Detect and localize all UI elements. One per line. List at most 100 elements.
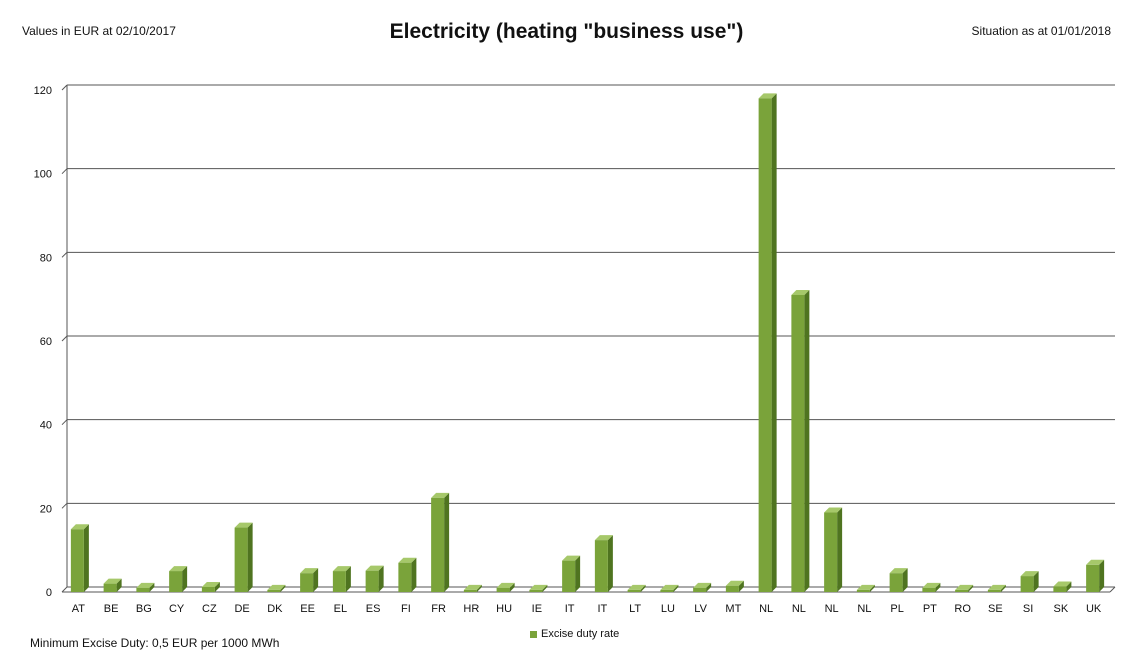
bar-top xyxy=(856,584,875,590)
bar-side xyxy=(640,584,646,592)
bar xyxy=(431,492,450,592)
bar-front xyxy=(332,571,346,592)
bar-side xyxy=(476,584,482,592)
bar-top xyxy=(103,578,122,584)
bar-top xyxy=(693,582,712,588)
gridline-depth xyxy=(61,586,68,593)
bar-side xyxy=(738,580,744,592)
bar-side xyxy=(247,522,253,592)
bar-top xyxy=(824,507,843,513)
x-tick-label: SI xyxy=(1023,603,1033,615)
bar-top xyxy=(169,566,188,572)
bar-front xyxy=(300,573,314,592)
bar xyxy=(529,584,548,592)
bar-front xyxy=(562,560,576,592)
bar-side xyxy=(116,578,122,592)
bar-side xyxy=(837,507,843,592)
bar xyxy=(987,584,1006,592)
bar xyxy=(365,565,384,592)
bar-front xyxy=(70,529,84,592)
bar-front xyxy=(529,589,543,592)
x-tick-label: EL xyxy=(334,603,347,615)
gridline-depth xyxy=(61,419,68,426)
situation-note: Situation as at 01/01/2018 xyxy=(971,24,1111,38)
x-tick-label: BE xyxy=(104,603,119,615)
gridline-depth xyxy=(61,335,68,342)
x-tick-label: LT xyxy=(629,603,641,615)
x-tick-label: HR xyxy=(463,603,479,615)
bar-side xyxy=(280,584,286,592)
bar xyxy=(300,568,319,592)
x-axis-ticks: AT BE BG CY CZ DE DK EE EL ES FI FR HR HU IE IT IT LT LU LV… xyxy=(72,603,1102,615)
x-tick-label: NL xyxy=(759,603,773,615)
bar xyxy=(1086,559,1105,592)
x-tick-label: PL xyxy=(890,603,903,615)
bar-side xyxy=(149,582,155,592)
bar xyxy=(824,507,843,592)
bar xyxy=(169,566,188,592)
bar xyxy=(758,93,777,592)
bar xyxy=(398,557,417,592)
bar-top xyxy=(529,584,548,590)
bar-top xyxy=(660,584,679,590)
x-tick-label: FI xyxy=(401,603,411,615)
bar-front xyxy=(758,98,772,592)
bar-front xyxy=(169,571,183,592)
bar-front xyxy=(889,573,903,592)
bar-top xyxy=(1086,559,1105,565)
bar-side xyxy=(313,568,319,592)
bar-front xyxy=(627,589,641,592)
x-tick-label: UK xyxy=(1086,603,1102,615)
y-tick-label: 120 xyxy=(34,85,52,97)
bar-top xyxy=(234,522,253,528)
x-tick-label: BG xyxy=(136,603,152,615)
bar-front xyxy=(660,589,674,592)
x-tick-label: NL xyxy=(857,603,871,615)
minimum-excise-note: Minimum Excise Duty: 0,5 EUR per 1000 MW… xyxy=(30,636,280,650)
bar-front xyxy=(398,562,412,592)
bar xyxy=(496,582,515,592)
y-axis-ticks: 0 20 40 60 80 100 120 xyxy=(34,85,52,599)
bar xyxy=(267,584,286,592)
bar-front xyxy=(987,589,1001,592)
bar-top xyxy=(594,535,613,541)
bar xyxy=(594,535,613,592)
bar-front xyxy=(103,583,117,592)
bars xyxy=(70,93,1105,592)
x-tick-label: AT xyxy=(72,603,86,615)
bar-side xyxy=(345,566,351,592)
x-tick-label: HU xyxy=(496,603,512,615)
bar-side xyxy=(902,568,908,592)
bar xyxy=(955,584,974,592)
bar-top xyxy=(136,582,155,588)
bar-side xyxy=(509,582,515,592)
x-tick-label: EE xyxy=(300,603,315,615)
bar-front xyxy=(1053,586,1067,592)
legend-label: Excise duty rate xyxy=(541,628,620,640)
y-tick-label: 20 xyxy=(40,503,52,515)
bar xyxy=(693,582,712,592)
bar-top xyxy=(725,580,744,586)
bar-side xyxy=(935,582,941,592)
bar-top xyxy=(332,566,351,572)
bar xyxy=(332,566,351,592)
bar-side xyxy=(575,555,581,592)
bar-side xyxy=(542,584,548,592)
bar xyxy=(136,582,155,592)
bar xyxy=(1053,581,1072,592)
bar-top xyxy=(889,568,908,574)
y-tick-label: 80 xyxy=(40,252,52,264)
x-tick-label: CZ xyxy=(202,603,217,615)
floor-edge xyxy=(1109,586,1116,593)
bar-front xyxy=(791,294,805,592)
bar-front xyxy=(594,540,608,592)
bar xyxy=(725,580,744,592)
y-tick-label: 100 xyxy=(34,169,52,181)
bar-top xyxy=(1053,581,1072,587)
values-note: Values in EUR at 02/10/2017 xyxy=(22,24,176,38)
bar-front xyxy=(431,497,445,592)
bar xyxy=(791,289,810,592)
bar-front xyxy=(693,587,707,592)
y-tick-label: 60 xyxy=(40,336,52,348)
